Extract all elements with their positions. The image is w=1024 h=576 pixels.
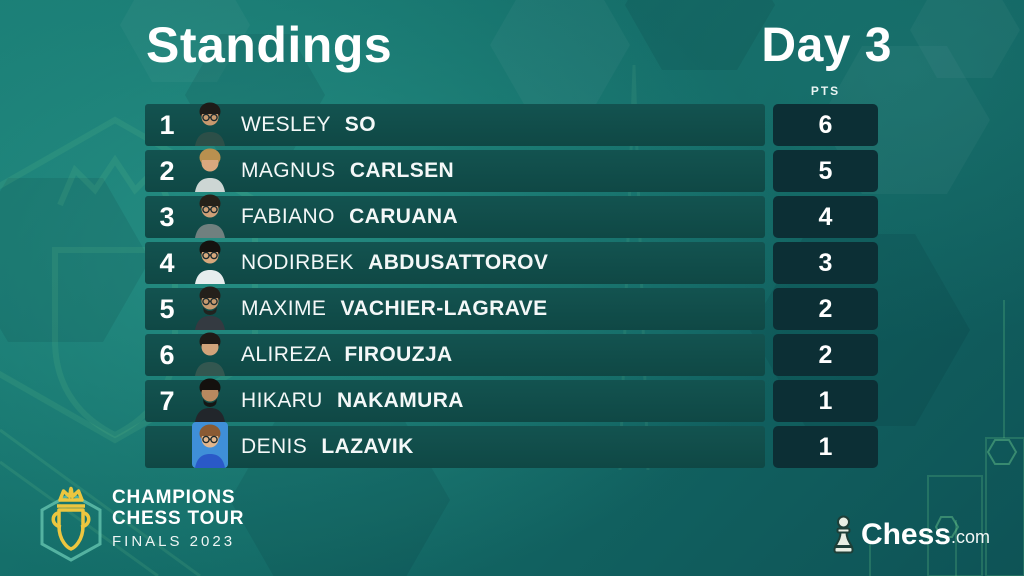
player-last-name: VACHIER-LAGRAVE — [340, 297, 548, 320]
player-last-name: FIROUZJA — [344, 343, 453, 366]
event-line3: FINALS 2023 — [112, 533, 236, 550]
player-last-name: NAKAMURA — [336, 389, 464, 412]
player-avatar-icon — [191, 190, 229, 238]
event-line1: CHAMPIONS — [112, 487, 236, 508]
event-title: CHAMPIONS CHESS TOUR FINALS 2023 — [112, 487, 244, 552]
table-row: DENIS LAZAVIK 1 — [145, 422, 878, 468]
brand-name: Chess — [860, 518, 951, 551]
rank-label — [145, 426, 189, 468]
points-value: 1 — [818, 387, 833, 415]
player-avatar-icon — [191, 144, 229, 192]
rank-label: 1 — [159, 110, 175, 140]
brand-suffix: .com — [950, 527, 990, 547]
points-value: 6 — [818, 111, 833, 139]
day-label: Day 3 — [761, 19, 892, 72]
table-row: 6 ALIREZA FIROUZJA 2 — [145, 332, 878, 376]
player-name: NODIRBEK ABDUSATTOROV — [241, 242, 548, 284]
player-first-name: MAXIME — [241, 297, 333, 320]
points-badge: 1 — [773, 426, 878, 468]
player-row-bar: DENIS LAZAVIK — [145, 422, 765, 468]
player-name: MAXIME VACHIER-LAGRAVE — [241, 288, 548, 330]
rank-label: 2 — [159, 156, 175, 186]
points-value: 5 — [818, 157, 833, 185]
points-value: 2 — [818, 341, 833, 369]
player-first-name: ALIREZA — [241, 343, 337, 366]
player-row-bar: 4 NODIRBEK ABDUSATTOROV — [145, 240, 765, 284]
player-avatar-icon — [191, 282, 229, 330]
player-first-name: HIKARU — [241, 389, 329, 412]
player-row-bar: 1 WESLEY SO — [145, 102, 765, 146]
standings-table: 1 WESLEY SO 6 2 MAGNUS CARLSEN 5 — [145, 102, 878, 472]
points-value: 2 — [818, 295, 833, 323]
table-row: 2 MAGNUS CARLSEN 5 — [145, 148, 878, 192]
player-row-bar: 5 MAXIME VACHIER-LAGRAVE — [145, 286, 765, 330]
player-row-bar: 3 FABIANO CARUANA — [145, 194, 765, 238]
player-avatar-icon — [191, 236, 229, 284]
trophy-icon — [40, 486, 102, 562]
table-row: 7 HIKARU NAKAMURA 1 — [145, 378, 878, 422]
points-badge: 2 — [773, 288, 878, 330]
points-badge: 3 — [773, 242, 878, 284]
rank-label: 3 — [159, 202, 175, 232]
points-value: 4 — [818, 203, 833, 231]
player-first-name: WESLEY — [241, 113, 337, 136]
player-last-name: CARUANA — [349, 205, 459, 228]
points-badge: 5 — [773, 150, 878, 192]
player-row-bar: 7 HIKARU NAKAMURA — [145, 378, 765, 422]
player-last-name: ABDUSATTOROV — [368, 251, 549, 274]
player-name: WESLEY SO — [241, 104, 376, 146]
page-title: Standings — [146, 17, 393, 73]
player-avatar-icon — [191, 98, 229, 146]
player-last-name: LAZAVIK — [321, 435, 414, 458]
player-name: HIKARU NAKAMURA — [241, 380, 464, 422]
player-name: DENIS LAZAVIK — [241, 426, 414, 468]
rank-label: 5 — [159, 294, 175, 324]
rank-label: 6 — [159, 340, 175, 370]
rank-label: 7 — [159, 386, 175, 416]
player-name: FABIANO CARUANA — [241, 196, 458, 238]
pawn-icon — [833, 515, 854, 554]
player-row-bar: 6 ALIREZA FIROUZJA — [145, 332, 765, 376]
points-column-header: PTS — [810, 84, 841, 98]
points-badge: 1 — [773, 380, 878, 422]
player-avatar-icon — [191, 374, 229, 422]
rank-label: 4 — [159, 248, 175, 278]
player-first-name: MAGNUS — [241, 159, 342, 182]
points-badge: 2 — [773, 334, 878, 376]
player-first-name: NODIRBEK — [241, 251, 361, 274]
event-line2: CHESS TOUR — [112, 508, 245, 529]
table-row: 1 WESLEY SO 6 — [145, 102, 878, 146]
table-row: 3 FABIANO CARUANA 4 — [145, 194, 878, 238]
player-row-bar: 2 MAGNUS CARLSEN — [145, 148, 765, 192]
player-first-name: DENIS — [241, 435, 314, 458]
player-last-name: CARLSEN — [349, 159, 455, 182]
points-badge: 6 — [773, 104, 878, 146]
table-row: 5 MAXIME VACHIER-LAGRAVE 2 — [145, 286, 878, 330]
table-row: 4 NODIRBEK ABDUSATTOROV 3 — [145, 240, 878, 284]
player-avatar-icon — [191, 328, 229, 376]
chesscom-logo: Chess .com — [830, 514, 990, 554]
player-first-name: FABIANO — [241, 205, 342, 228]
points-value: 1 — [818, 433, 833, 461]
points-badge: 4 — [773, 196, 878, 238]
points-value: 3 — [818, 249, 833, 277]
player-avatar-icon — [191, 420, 229, 468]
player-name: MAGNUS CARLSEN — [241, 150, 454, 192]
player-last-name: SO — [344, 113, 376, 136]
player-name: ALIREZA FIROUZJA — [241, 334, 453, 376]
